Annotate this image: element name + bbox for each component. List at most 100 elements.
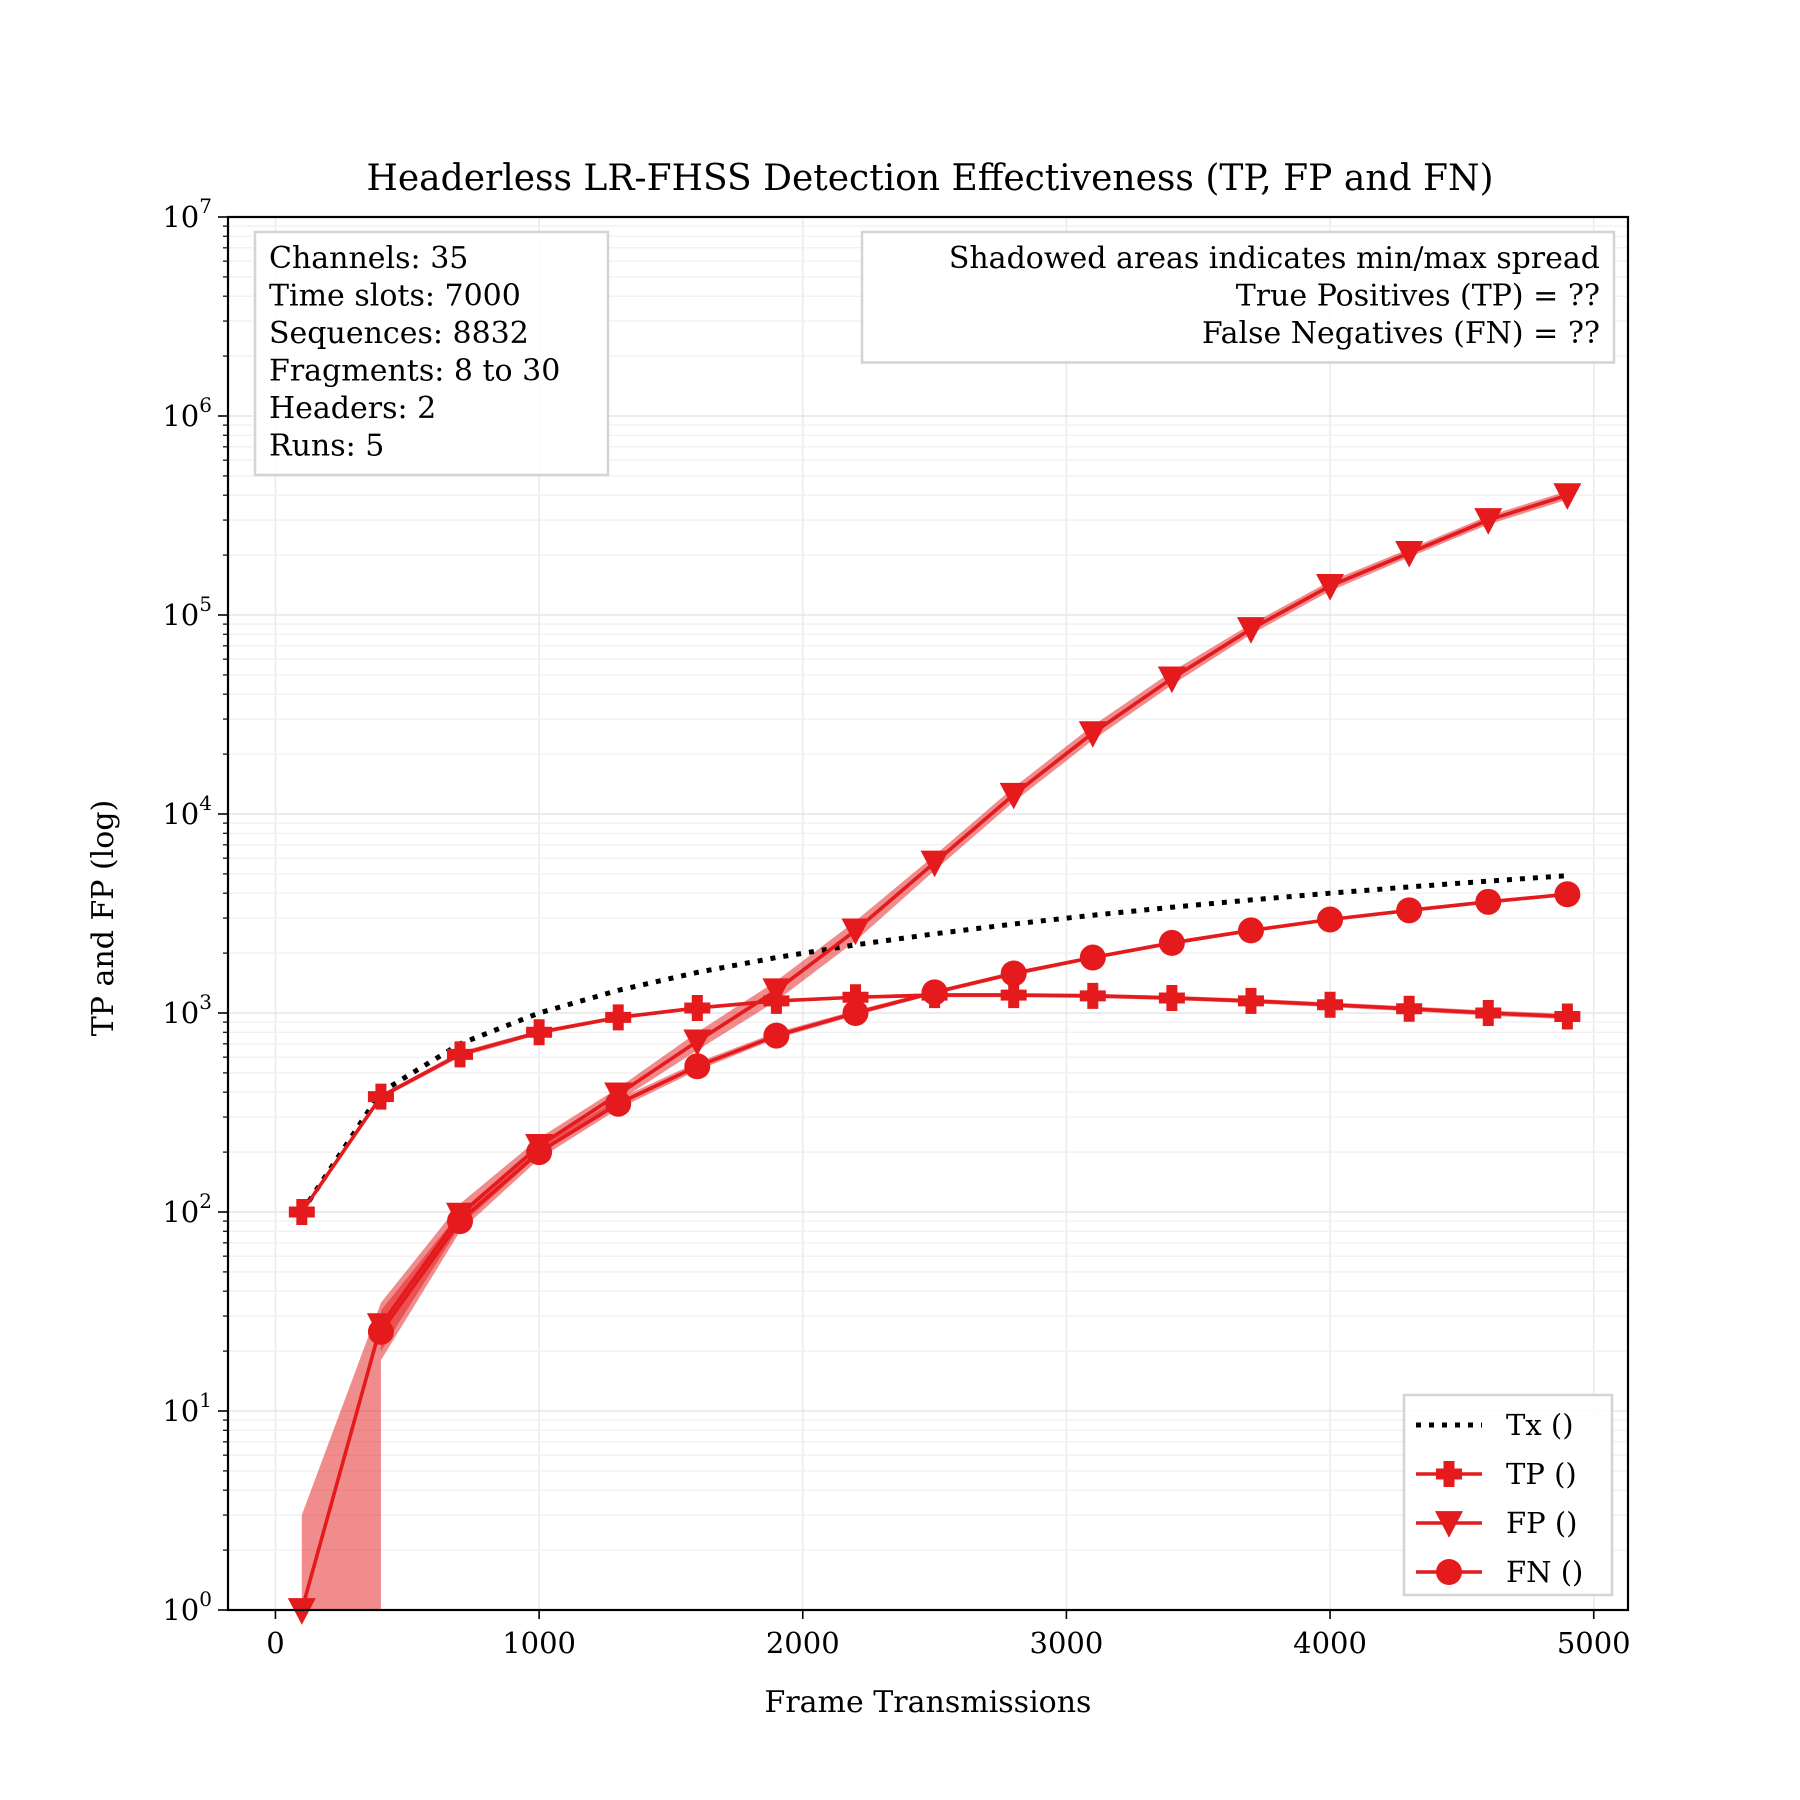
box-line: Time slots: 7000 [269, 279, 521, 314]
y-axis-label: TP and FP (log) [86, 800, 121, 1036]
fp-marker [999, 782, 1028, 810]
fn-marker [763, 1022, 790, 1049]
fn-marker [1237, 917, 1264, 944]
y-tick-label: 106 [162, 393, 212, 433]
fn-marker [367, 1318, 394, 1345]
y-tick-label: 107 [162, 194, 212, 234]
tp-marker [605, 1004, 632, 1031]
fp-marker [1474, 508, 1503, 535]
y-tick-label: 104 [162, 791, 212, 831]
x-axis-label: Frame Transmissions [765, 1685, 1092, 1720]
y-tick-label: 101 [162, 1388, 212, 1428]
box-line: Channels: 35 [269, 241, 468, 276]
tp-marker [1436, 1461, 1462, 1487]
y-tick-label: 100 [162, 1587, 212, 1627]
box-line: Shadowed areas indicates min/max spread [949, 241, 1600, 276]
legend-label: FP () [1506, 1506, 1577, 1540]
tp-marker [1158, 984, 1185, 1011]
fn-marker [1396, 897, 1423, 924]
legend-label: FN () [1506, 1555, 1583, 1589]
x-tick-label: 3000 [1030, 1626, 1104, 1660]
tp-marker [1554, 1003, 1581, 1030]
y-tick-label: 102 [162, 1189, 212, 1229]
box-frame [860, 230, 1616, 364]
fn-marker [526, 1139, 553, 1166]
fp-marker [683, 1029, 712, 1057]
legend-frame [1402, 1393, 1614, 1597]
fp-marker [1395, 541, 1424, 568]
y-tick-exponent: 7 [199, 194, 212, 218]
fn-marker [684, 1053, 711, 1080]
tp-marker [1475, 1000, 1502, 1026]
box-line: Sequences: 8832 [269, 316, 529, 351]
fn-marker [1554, 881, 1581, 908]
y-tick-exponent: 3 [199, 990, 212, 1014]
tp-marker [367, 1083, 394, 1110]
note-box: Shadowed areas indicates min/max spreadT… [860, 230, 1616, 364]
box-line: False Negatives (FN) = ?? [1202, 316, 1600, 351]
legend-label: Tx () [1506, 1408, 1574, 1442]
y-tick-exponent: 5 [199, 592, 212, 616]
fn-marker [605, 1090, 632, 1117]
tp-marker [1000, 982, 1027, 1009]
y-tick-base: 10 [162, 598, 199, 632]
legend: Tx () TP () FP () FN () [1402, 1393, 1614, 1597]
y-tick-exponent: 0 [199, 1587, 212, 1611]
y-tick-base: 10 [162, 797, 199, 831]
series-line [379, 892, 1568, 1333]
y-tick-base: 10 [162, 1394, 199, 1428]
y-tick-exponent: 2 [199, 1189, 212, 1213]
fn-marker [1436, 1559, 1462, 1585]
fp-marker [1078, 721, 1107, 748]
box-line: Headers: 2 [269, 391, 436, 426]
plot-frame [226, 215, 1630, 1612]
y-tick-exponent: 4 [199, 791, 212, 815]
tp-marker [526, 1019, 553, 1046]
y-tick-base: 10 [162, 399, 199, 433]
tp-marker [1317, 991, 1344, 1018]
fn-marker [1000, 960, 1027, 987]
y-tick-label: 105 [162, 592, 212, 632]
x-tick-label: 0 [266, 1626, 284, 1660]
x-tick-label: 4000 [1293, 1626, 1367, 1660]
y-tick-base: 10 [162, 1593, 199, 1627]
y-tick-base: 10 [162, 200, 199, 234]
box-line: Fragments: 8 to 30 [269, 354, 560, 389]
tp-marker [1396, 995, 1423, 1022]
fn-marker [1475, 888, 1502, 915]
tp-marker [842, 984, 869, 1011]
y-tick-exponent: 1 [199, 1388, 212, 1412]
fn-marker [1158, 929, 1185, 956]
box-line: Runs: 5 [269, 429, 384, 464]
fp-marker [1435, 1511, 1463, 1538]
legend-label: TP () [1506, 1457, 1577, 1491]
fp-marker [1316, 574, 1345, 601]
y-tick-base: 10 [162, 996, 199, 1030]
chart-title: Headerless LR-FHSS Detection Effectivene… [366, 158, 1493, 199]
fp-marker [1157, 666, 1186, 694]
fn-marker [447, 1208, 474, 1235]
x-tick-label: 2000 [766, 1626, 840, 1660]
box-line: True Positives (TP) = ?? [1236, 279, 1600, 314]
tp-marker [447, 1041, 474, 1068]
box-frame [253, 230, 610, 477]
tp-marker [1079, 982, 1106, 1009]
axis-ticks: 0 1000 2000 3000 4000 50001001011021031041051… [162, 194, 1630, 1660]
x-tick-label: 1000 [502, 1626, 576, 1660]
fp-marker [762, 978, 791, 1006]
y-tick-base: 10 [162, 1195, 199, 1229]
tp-marker [684, 994, 711, 1021]
fp-marker [920, 850, 949, 878]
tp-marker [288, 1199, 315, 1225]
tp-marker [1237, 987, 1264, 1014]
fp-marker [287, 1598, 316, 1625]
fp-marker [1553, 483, 1582, 510]
fp-marker [841, 918, 870, 946]
y-tick-exponent: 6 [199, 393, 212, 417]
y-tick-label: 103 [162, 990, 212, 1030]
fn-marker [842, 1000, 869, 1026]
fn-marker [1079, 944, 1106, 971]
series-markers [287, 483, 1582, 1625]
